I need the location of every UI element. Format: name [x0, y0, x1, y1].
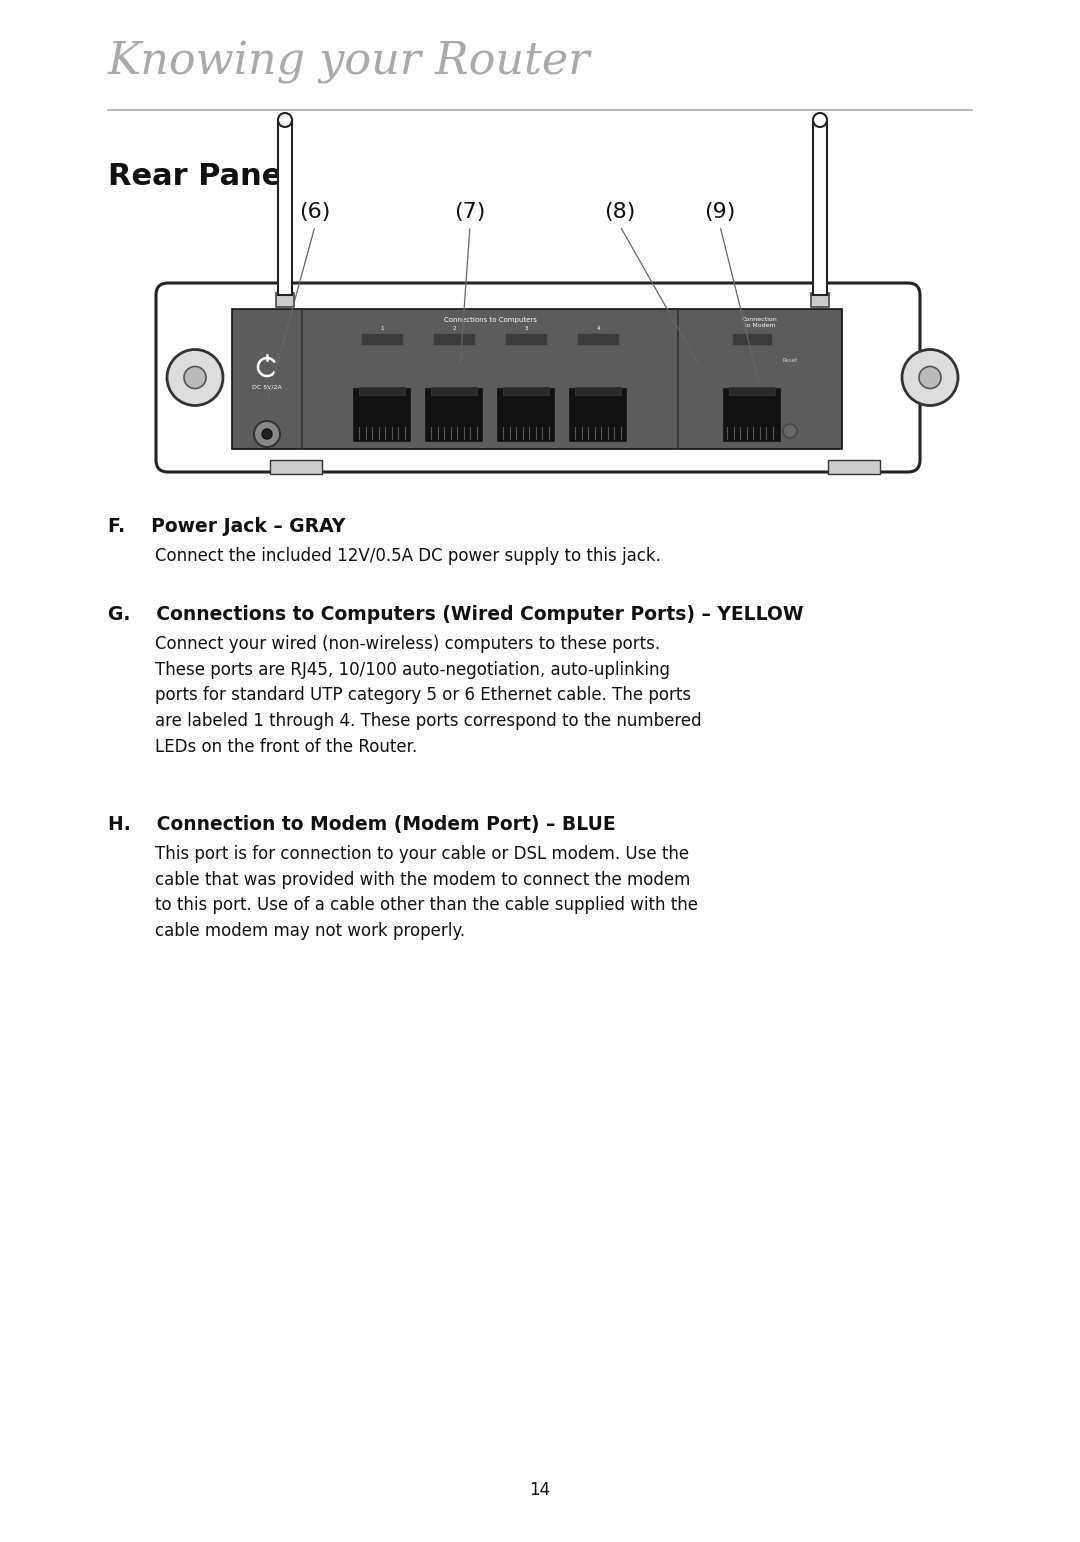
Circle shape: [167, 350, 222, 406]
Bar: [732, 333, 772, 345]
Bar: [278, 120, 292, 295]
Text: Connect the included 12V/0.5A DC power supply to this jack.: Connect the included 12V/0.5A DC power s…: [156, 547, 661, 564]
Circle shape: [254, 421, 280, 447]
Text: Rear Panel: Rear Panel: [108, 162, 293, 191]
Text: 2: 2: [453, 327, 456, 332]
Circle shape: [813, 113, 827, 126]
Circle shape: [262, 429, 272, 439]
Text: F.    Power Jack – GRAY: F. Power Jack – GRAY: [108, 517, 346, 537]
Bar: [232, 308, 842, 449]
Circle shape: [902, 350, 958, 406]
Text: Reset: Reset: [782, 358, 798, 364]
Text: (8): (8): [605, 202, 636, 222]
Bar: [270, 460, 322, 473]
Bar: [577, 333, 619, 345]
Text: 4: 4: [596, 327, 599, 332]
Text: H.    Connection to Modem (Modem Port) – BLUE: H. Connection to Modem (Modem Port) – BL…: [108, 816, 616, 834]
Bar: [729, 387, 775, 395]
Bar: [431, 387, 477, 395]
Bar: [828, 460, 880, 473]
Bar: [503, 387, 549, 395]
Text: Knowing your Router: Knowing your Router: [108, 40, 591, 83]
Bar: [575, 387, 621, 395]
Bar: [361, 333, 403, 345]
Text: Connection
to Modem: Connection to Modem: [742, 318, 778, 328]
Bar: [811, 293, 829, 307]
Bar: [426, 389, 482, 441]
Text: Connect your wired (non-wireless) computers to these ports.
These ports are RJ45: Connect your wired (non-wireless) comput…: [156, 635, 702, 756]
Text: Connections to Computers: Connections to Computers: [444, 318, 537, 322]
Text: 3: 3: [524, 327, 528, 332]
Bar: [570, 389, 626, 441]
Bar: [813, 120, 827, 295]
Circle shape: [278, 113, 292, 126]
Text: (7): (7): [455, 202, 486, 222]
Text: 1: 1: [380, 327, 383, 332]
Bar: [359, 387, 405, 395]
Text: This port is for connection to your cable or DSL modem. Use the
cable that was p: This port is for connection to your cabl…: [156, 845, 698, 941]
Circle shape: [184, 367, 206, 389]
Bar: [433, 333, 475, 345]
Text: DC 5V/2A: DC 5V/2A: [252, 384, 282, 390]
Text: 14: 14: [529, 1480, 551, 1499]
Text: (6): (6): [299, 202, 330, 222]
Bar: [354, 389, 410, 441]
Circle shape: [919, 367, 941, 389]
Bar: [505, 333, 546, 345]
Text: G.    Connections to Computers (Wired Computer Ports) – YELLOW: G. Connections to Computers (Wired Compu…: [108, 604, 804, 625]
FancyBboxPatch shape: [156, 284, 920, 472]
Bar: [276, 293, 294, 307]
Circle shape: [783, 424, 797, 438]
Text: (9): (9): [704, 202, 735, 222]
Bar: [498, 389, 554, 441]
Bar: [724, 389, 780, 441]
